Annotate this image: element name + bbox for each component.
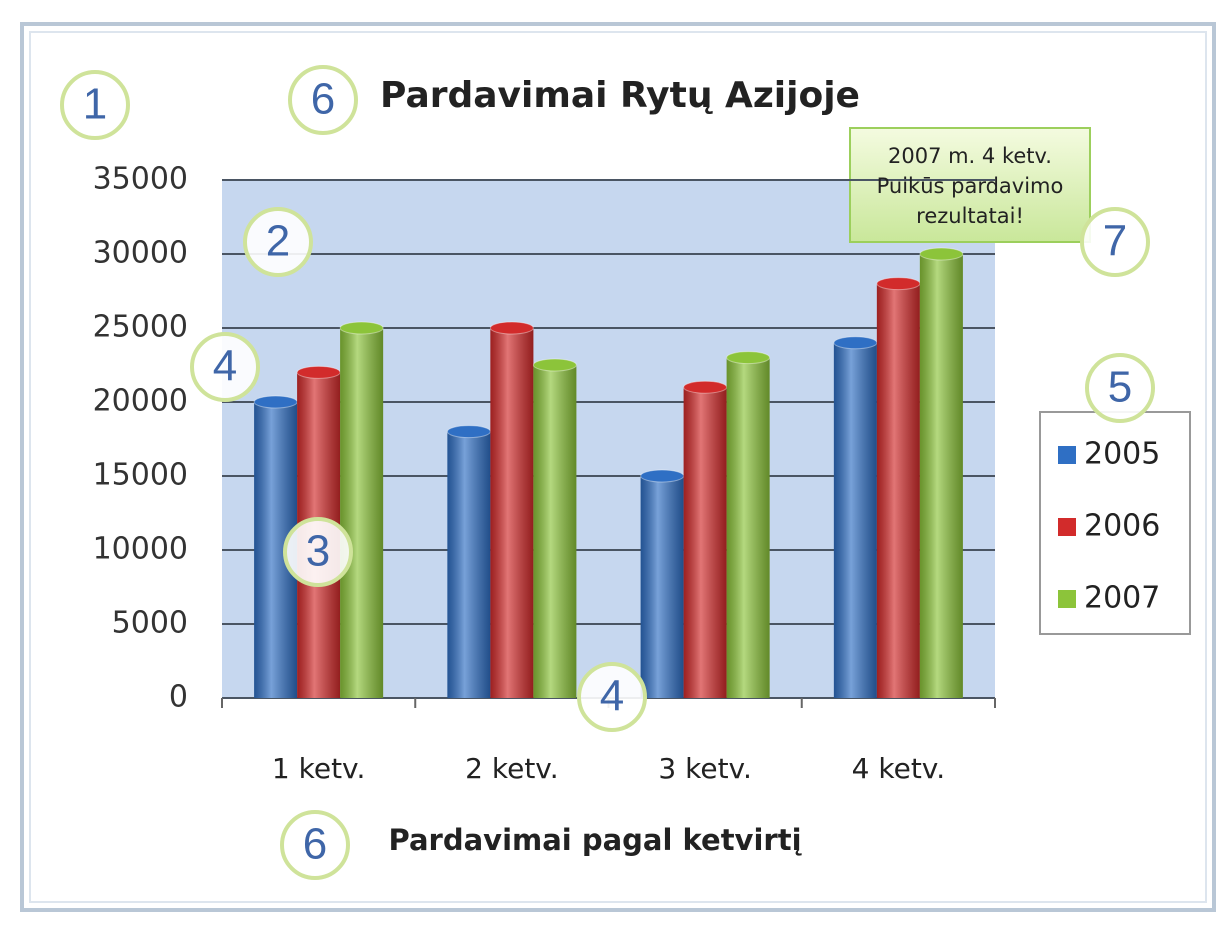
bar-shine [533, 365, 577, 698]
y-tick-label: 35000 [93, 162, 188, 197]
annotation-text: Puikūs pardavimo [877, 174, 1064, 198]
callout-number: 6 [303, 820, 327, 869]
legend-swatch [1058, 590, 1076, 608]
callout-circle [288, 65, 358, 135]
callout-circle [1085, 353, 1155, 423]
chart-frame-inner [29, 31, 1207, 903]
bar-cap [446, 425, 491, 439]
bar-shine [447, 431, 491, 698]
annotation-text: 2007 m. 4 ketv. [888, 144, 1052, 168]
callout-number: 1 [83, 80, 107, 129]
legend-label: 2007 [1084, 581, 1160, 616]
y-tick-label: 10000 [93, 532, 188, 567]
callout-number: 4 [600, 672, 624, 721]
legend-label: 2005 [1084, 437, 1160, 472]
bar-cap [339, 321, 384, 335]
callout-number: 7 [1103, 217, 1127, 266]
y-tick-label: 20000 [93, 384, 188, 419]
bar-shine [726, 357, 770, 698]
callout-circle [1080, 207, 1150, 277]
callout-number: 4 [213, 342, 237, 391]
y-tick-label: 5000 [112, 606, 188, 641]
bar-cap [876, 277, 921, 291]
bar-shine [919, 254, 963, 698]
bar-cap [919, 247, 964, 261]
annotation-text: rezultatai! [916, 204, 1024, 228]
callout-circle [190, 332, 260, 402]
y-tick-label: 25000 [93, 310, 188, 345]
x-tick-label: 3 ketv. [658, 752, 751, 785]
bar-shine [640, 476, 684, 698]
y-tick-label: 0 [169, 680, 188, 715]
callout-circle [243, 207, 313, 277]
callout-circle [577, 662, 647, 732]
callout-circle [280, 810, 350, 880]
annotation-box [849, 127, 1091, 243]
bar-cap [489, 321, 534, 335]
callout-number: 2 [266, 217, 290, 266]
legend-swatch [1058, 518, 1076, 536]
callout-circle [60, 70, 130, 140]
x-axis-title: Pardavimai pagal ketvirtį [388, 823, 801, 857]
bar-cap [296, 365, 341, 379]
x-tick-label: 2 ketv. [465, 752, 558, 785]
bar-cap [833, 336, 878, 350]
callout-number: 5 [1108, 363, 1132, 412]
bar-cap [640, 469, 685, 483]
bar-cap [726, 351, 771, 365]
bar-cap [683, 380, 728, 394]
callout-number: 3 [306, 527, 330, 576]
bar-shine [340, 328, 384, 698]
bar-shine [683, 387, 727, 698]
bar-shine [490, 328, 534, 698]
bar-cap [253, 395, 298, 409]
chart-title: Pardavimai Rytų Azijoje [380, 75, 860, 116]
callout-number: 6 [311, 75, 335, 124]
callout-circle [283, 517, 353, 587]
bar-shine [833, 342, 877, 698]
y-tick-label: 15000 [93, 458, 188, 493]
x-tick-label: 1 ketv. [272, 752, 365, 785]
x-tick-label: 4 ketv. [852, 752, 945, 785]
bar-shine [876, 283, 920, 698]
legend-swatch [1058, 446, 1076, 464]
legend-label: 2006 [1084, 509, 1160, 544]
bar-cap [532, 358, 577, 372]
y-tick-label: 30000 [93, 236, 188, 271]
